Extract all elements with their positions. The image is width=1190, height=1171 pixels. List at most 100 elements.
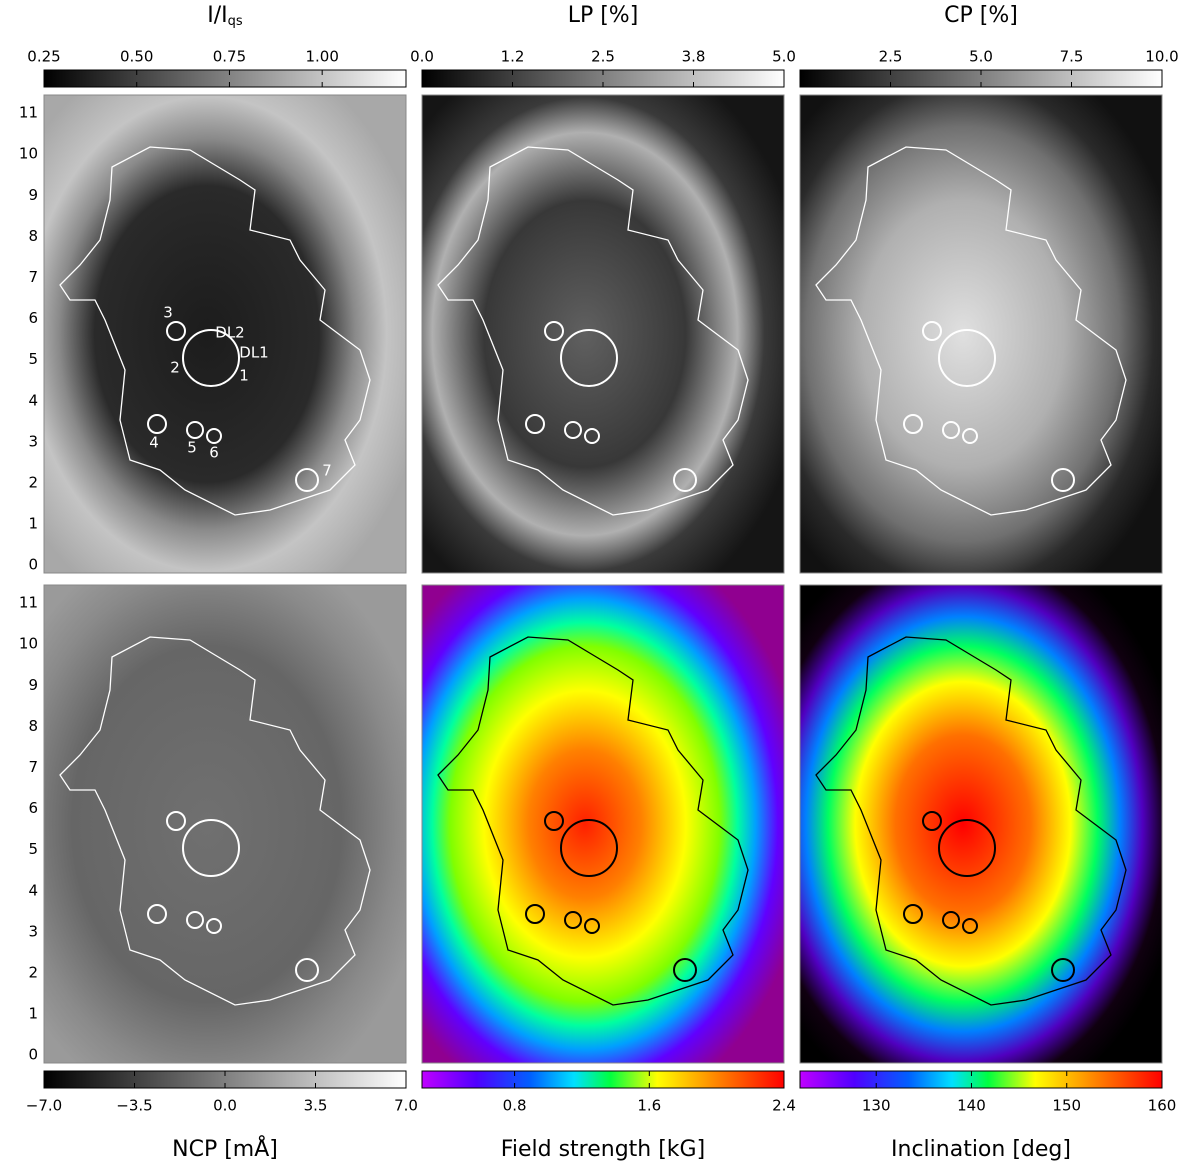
panel-frame	[421, 584, 785, 1064]
panel-image	[800, 95, 1162, 573]
y-tick-label: 7	[28, 758, 38, 776]
y-tick-label: 11	[19, 594, 38, 612]
region-circle	[147, 414, 167, 434]
title-text: NCP [mÅ]	[172, 1135, 278, 1162]
colorbar-tick-label: 2.4	[772, 1097, 796, 1115]
panel-image	[422, 585, 784, 1063]
y-tick-label: 2	[28, 473, 38, 491]
region-circle	[903, 904, 923, 924]
colorbar-tick-label: 10.0	[1145, 48, 1178, 66]
colorbar-tick-label: 3.5	[304, 1097, 328, 1115]
title-text: Field strength [kG]	[501, 1137, 705, 1162]
umbra-contour	[59, 636, 371, 1006]
region-circle	[922, 811, 942, 831]
colorbar-tick-label: 7.0	[394, 1097, 418, 1115]
region-circle	[1051, 958, 1075, 982]
colorbar-tick-label: −7.0	[26, 1097, 62, 1115]
panel-title: NCP [mÅ]	[172, 1135, 278, 1162]
panel: 0.25 0.50 0.75 1.00 I/Iqs	[27, 3, 407, 574]
region-label: 5	[187, 439, 197, 457]
panel-frame	[799, 94, 1163, 574]
colorbar-tick-label: 0.8	[503, 1097, 527, 1115]
panel-frame	[799, 584, 1163, 1064]
colorbar-tick-label: 0.0	[213, 1097, 237, 1115]
colorbar-tick-label: 140	[957, 1097, 986, 1115]
region-label: 2	[170, 359, 180, 377]
y-tick-label: 10	[19, 635, 38, 653]
colorbar	[43, 69, 407, 88]
colorbar-tick-label: 2.5	[879, 48, 903, 66]
y-tick-label: 7	[28, 268, 38, 286]
colorbar-tick-label: −3.5	[116, 1097, 152, 1115]
panel-frame	[43, 584, 407, 1064]
y-tick-label: 4	[28, 881, 38, 899]
panel: 2.5 5.0 7.5 10.0 CP [%]	[799, 3, 1179, 574]
region-label: DL2	[215, 324, 244, 342]
title-subscript: qs	[228, 14, 243, 29]
umbra-contour	[815, 146, 1127, 516]
region-circle	[182, 819, 240, 877]
colorbar-tick-label: 2.5	[591, 48, 615, 66]
region-circle	[942, 911, 960, 929]
umbra-contour	[815, 636, 1127, 1006]
colorbar-tick-label: 5.0	[969, 48, 993, 66]
region-circle	[564, 421, 582, 439]
y-tick-label: 11	[19, 104, 38, 122]
colorbar-tick-label: 160	[1148, 1097, 1177, 1115]
region-circle	[295, 468, 319, 492]
colorbar-tick-label: 150	[1052, 1097, 1081, 1115]
region-circle	[1051, 468, 1075, 492]
colorbar-tick-label: 130	[862, 1097, 891, 1115]
region-circle	[525, 904, 545, 924]
panel-title: LP [%]	[568, 3, 639, 28]
region-circle	[525, 414, 545, 434]
region-circle	[584, 428, 600, 444]
y-tick-label: 9	[28, 676, 38, 694]
colorbar-tick-label: 5.0	[772, 48, 796, 66]
colorbar-tick-label: 0.75	[213, 48, 246, 66]
y-tick-label: 5	[28, 350, 38, 368]
title-text: CP [%]	[944, 3, 1018, 28]
umbra-contour	[437, 146, 749, 516]
colorbar	[421, 1070, 785, 1089]
panel-title: Field strength [kG]	[501, 1137, 705, 1162]
region-circle	[147, 904, 167, 924]
y-tick-label: 3	[28, 922, 38, 940]
colorbar-tick-label: 0.0	[410, 48, 434, 66]
region-circle	[295, 958, 319, 982]
colorbar-tick-label: 1.2	[501, 48, 525, 66]
panel-image	[44, 95, 406, 573]
y-tick-label: 0	[28, 1046, 38, 1064]
y-tick-label: 5	[28, 840, 38, 858]
panel: 130 140 150 160 Inclination [deg]	[799, 584, 1177, 1162]
colorbar-tick-label: 7.5	[1060, 48, 1084, 66]
region-circle	[186, 911, 204, 929]
region-circle	[903, 414, 923, 434]
panel-frame	[421, 94, 785, 574]
y-tick-label: 10	[19, 145, 38, 163]
region-circle	[922, 321, 942, 341]
region-circle	[206, 428, 222, 444]
panel: 0.0 1.2 2.5 3.8 5.0 LP [%]	[410, 3, 796, 574]
panel-frame	[43, 94, 407, 574]
y-tick-label: 0	[28, 556, 38, 574]
y-tick-label: 6	[28, 309, 38, 327]
title-text: Inclination [deg]	[891, 1137, 1071, 1162]
colorbar-tick-label: 3.8	[682, 48, 706, 66]
region-circle	[962, 428, 978, 444]
region-circle	[186, 421, 204, 439]
panel: −7.0 −3.5 0.0 3.5 7.0 NCP [mÅ]	[26, 584, 418, 1162]
region-label: 1	[239, 367, 249, 385]
region-circle	[962, 918, 978, 934]
region-circle	[584, 918, 600, 934]
region-circle	[942, 421, 960, 439]
colorbar	[799, 1070, 1163, 1089]
region-circle	[166, 321, 186, 341]
region-label: 6	[209, 444, 219, 462]
panel: 0.8 1.6 2.4 Field strength [kG]	[421, 584, 796, 1162]
y-tick-label: 9	[28, 186, 38, 204]
region-label: DL1	[239, 344, 268, 362]
region-circle	[544, 321, 564, 341]
y-tick-label: 3	[28, 432, 38, 450]
y-tick-label: 6	[28, 799, 38, 817]
